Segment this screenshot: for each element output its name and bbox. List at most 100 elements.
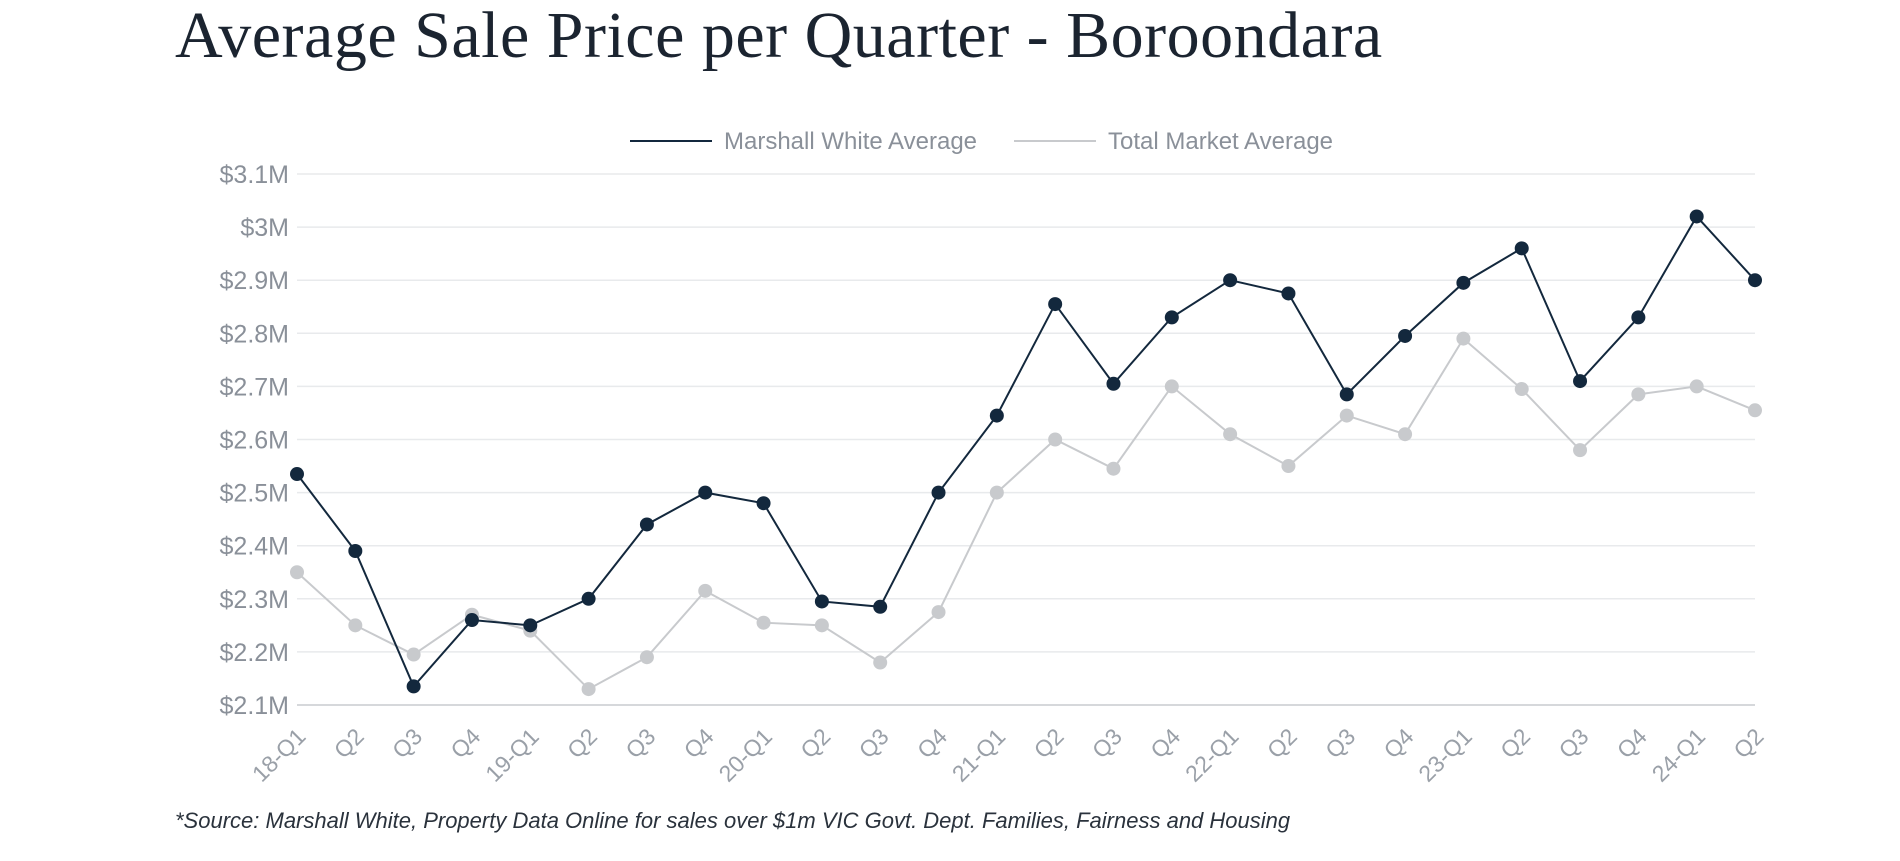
data-point <box>989 408 1004 423</box>
source-note: *Source: Marshall White, Property Data O… <box>175 808 1291 833</box>
y-tick-label: $2.5M <box>220 480 289 508</box>
series-lines <box>290 209 1762 697</box>
y-axis-ticks: $2.1M $2.2M $2.3M $2.4M $2.5M $2.6M $2.7M $2.8M… <box>220 161 289 720</box>
x-tick-label: Q3 <box>1553 723 1593 763</box>
x-tick-label: Q4 <box>1612 723 1652 763</box>
x-tick-label: Q3 <box>854 723 894 763</box>
data-point <box>931 485 946 500</box>
data-point <box>814 618 829 633</box>
series-line <box>296 337 1756 691</box>
data-point <box>698 485 713 500</box>
data-point <box>1106 461 1121 476</box>
y-tick-label: $2.7M <box>220 373 289 401</box>
data-point <box>1514 241 1529 256</box>
data-point <box>1106 376 1121 391</box>
x-tick-label: Q3 <box>387 723 427 763</box>
x-tick-label: Q2 <box>1728 723 1768 763</box>
data-point <box>581 591 596 606</box>
y-tick-label: $2.3M <box>220 586 289 614</box>
data-point <box>756 496 771 511</box>
y-tick-label: $2.6M <box>220 427 289 455</box>
data-point <box>814 594 829 609</box>
data-point <box>1748 273 1762 288</box>
data-point <box>1223 427 1238 442</box>
x-tick-label: Q3 <box>620 723 660 763</box>
data-point <box>1048 432 1063 447</box>
data-point <box>1223 273 1238 288</box>
data-point <box>1631 310 1646 325</box>
y-tick-label: $3M <box>240 214 289 242</box>
x-tick-label: Q3 <box>1320 723 1360 763</box>
data-point <box>1398 328 1413 343</box>
x-tick-label: Q4 <box>1379 723 1419 763</box>
data-point <box>756 615 771 630</box>
x-tick-label: 24-Q1 <box>1647 723 1711 787</box>
data-point <box>1281 459 1296 474</box>
y-tick-label: $2.2M <box>220 639 289 667</box>
y-tick-label: $2.9M <box>220 267 289 295</box>
series-marshall-white <box>290 209 1762 694</box>
series-line <box>296 214 1756 689</box>
data-point <box>698 583 713 598</box>
data-point <box>1689 209 1704 224</box>
data-point <box>523 618 538 633</box>
x-tick-label: Q3 <box>1087 723 1127 763</box>
x-tick-label: 19-Q1 <box>480 723 544 787</box>
legend-label-marshall-white: Marshall White Average <box>724 128 977 155</box>
x-tick-label: Q2 <box>795 723 835 763</box>
data-point <box>290 565 304 580</box>
x-tick-label: Q2 <box>329 723 369 763</box>
data-point <box>1398 427 1413 442</box>
legend: Marshall White Average Total Market Aver… <box>630 128 1333 155</box>
data-point <box>873 599 888 614</box>
data-point <box>1514 382 1529 397</box>
x-tick-label: 20-Q1 <box>714 723 778 787</box>
data-point <box>1456 275 1471 290</box>
x-tick-label: 23-Q1 <box>1413 723 1477 787</box>
line-chart: $2.1M $2.2M $2.3M $2.4M $2.5M $2.6M $2.7M $2.8M… <box>220 128 1769 787</box>
data-point <box>1573 374 1588 389</box>
x-tick-label: Q2 <box>1262 723 1302 763</box>
y-tick-label: $2.8M <box>220 320 289 348</box>
x-tick-label: Q4 <box>679 723 719 763</box>
gridlines <box>297 173 1755 706</box>
chart-title: Average Sale Price per Quarter - Boroond… <box>175 0 1383 72</box>
data-point <box>406 647 421 662</box>
y-tick-label: $3.1M <box>220 161 289 189</box>
data-point <box>406 679 421 694</box>
data-point <box>639 650 654 665</box>
x-tick-label: Q4 <box>912 723 952 763</box>
x-tick-label: Q2 <box>1029 723 1069 763</box>
x-tick-label: 21-Q1 <box>947 723 1011 787</box>
data-point <box>1339 408 1354 423</box>
data-point <box>1164 379 1179 394</box>
data-point <box>1748 403 1762 418</box>
data-point <box>1573 443 1588 458</box>
y-tick-label: $2.1M <box>220 692 289 720</box>
data-point <box>1456 331 1471 346</box>
x-tick-label: 18-Q1 <box>247 723 311 787</box>
x-tick-label: Q4 <box>1145 723 1185 763</box>
data-point <box>464 613 479 628</box>
y-tick-label: $2.4M <box>220 533 289 561</box>
legend-label-total-market: Total Market Average <box>1108 128 1333 155</box>
data-point <box>931 605 946 620</box>
data-point <box>348 544 363 559</box>
data-point <box>989 485 1004 500</box>
x-tick-label: Q4 <box>445 723 485 763</box>
data-point <box>1164 310 1179 325</box>
data-point <box>581 682 596 697</box>
data-point <box>1048 297 1063 312</box>
data-point <box>1339 387 1354 402</box>
x-tick-label: Q2 <box>562 723 602 763</box>
data-point <box>639 517 654 532</box>
x-tick-label: 22-Q1 <box>1180 723 1244 787</box>
data-point <box>873 655 888 670</box>
data-point <box>1631 387 1646 402</box>
data-point <box>1281 286 1296 301</box>
data-point <box>290 467 304 482</box>
series-total-market <box>290 331 1762 697</box>
x-tick-label: Q2 <box>1495 723 1535 763</box>
data-point <box>1689 379 1704 394</box>
